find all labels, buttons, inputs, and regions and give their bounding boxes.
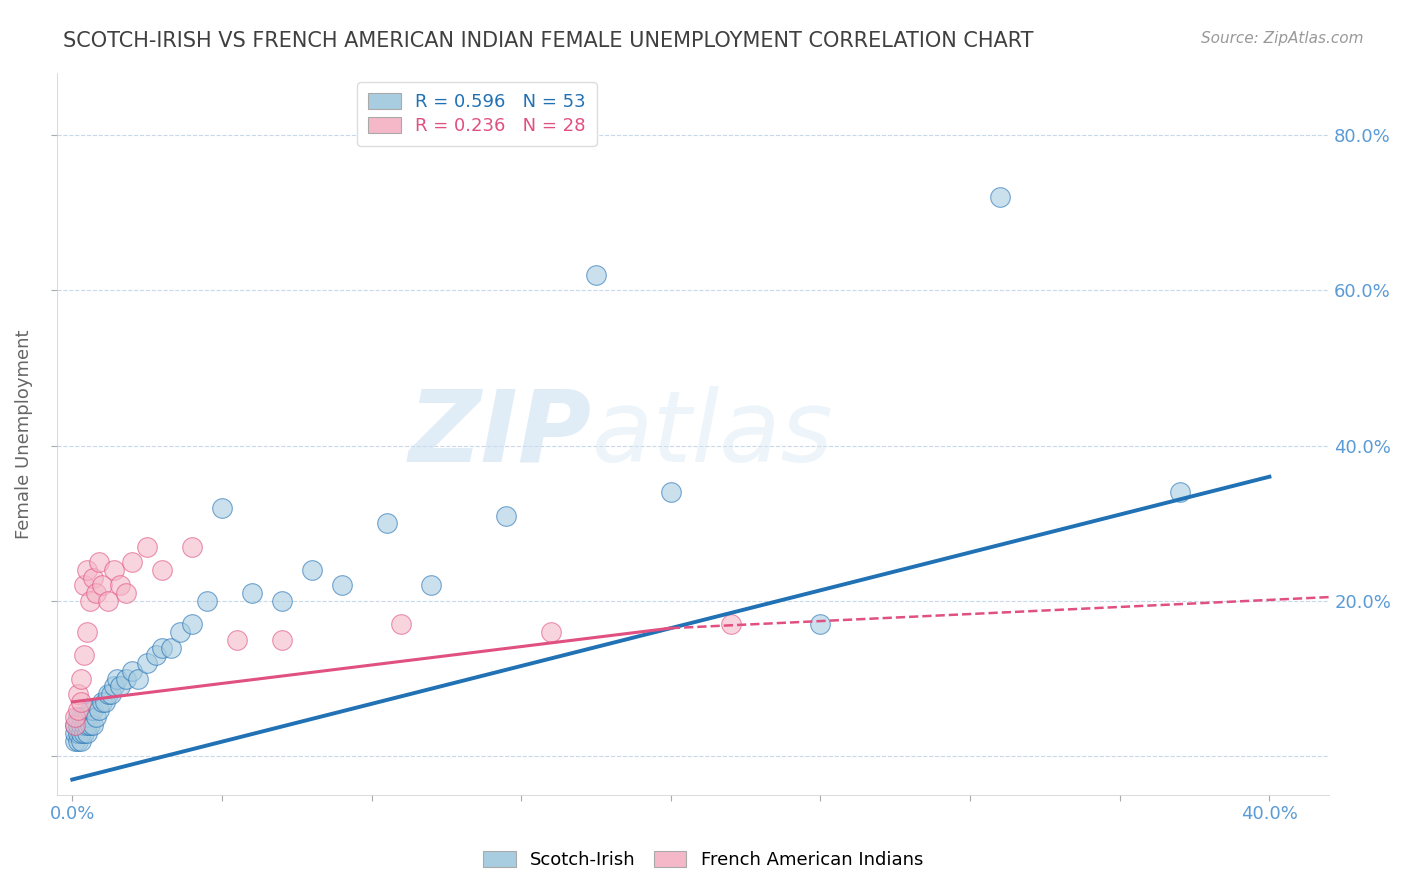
Point xyxy=(76,710,98,724)
Point xyxy=(211,500,233,515)
Point xyxy=(160,640,183,655)
Point xyxy=(330,578,353,592)
Point xyxy=(67,718,90,732)
Point xyxy=(65,718,87,732)
Point xyxy=(150,563,173,577)
Point xyxy=(73,578,96,592)
Point xyxy=(79,594,101,608)
Point xyxy=(225,632,247,647)
Point xyxy=(103,563,125,577)
Point xyxy=(70,733,93,747)
Point xyxy=(270,594,292,608)
Point xyxy=(100,687,122,701)
Point xyxy=(136,656,159,670)
Point xyxy=(73,710,96,724)
Point xyxy=(150,640,173,655)
Point xyxy=(65,718,87,732)
Point xyxy=(79,703,101,717)
Point xyxy=(181,540,204,554)
Point xyxy=(70,718,93,732)
Point xyxy=(70,710,93,724)
Point xyxy=(121,664,143,678)
Point xyxy=(76,726,98,740)
Point xyxy=(65,710,87,724)
Point xyxy=(108,679,131,693)
Point xyxy=(65,733,87,747)
Point xyxy=(121,555,143,569)
Point xyxy=(73,726,96,740)
Legend: R = 0.596   N = 53, R = 0.236   N = 28: R = 0.596 N = 53, R = 0.236 N = 28 xyxy=(357,82,596,145)
Point xyxy=(659,485,682,500)
Point xyxy=(84,586,107,600)
Point xyxy=(391,617,413,632)
Point xyxy=(67,687,90,701)
Point xyxy=(84,710,107,724)
Text: ZIP: ZIP xyxy=(409,385,592,483)
Point xyxy=(73,648,96,663)
Point xyxy=(76,718,98,732)
Point xyxy=(89,703,111,717)
Point xyxy=(115,672,138,686)
Point xyxy=(82,703,104,717)
Point xyxy=(1168,485,1191,500)
Point xyxy=(988,190,1011,204)
Point xyxy=(105,672,128,686)
Point xyxy=(97,687,120,701)
Point xyxy=(145,648,167,663)
Point xyxy=(115,586,138,600)
Point xyxy=(67,733,90,747)
Text: SCOTCH-IRISH VS FRENCH AMERICAN INDIAN FEMALE UNEMPLOYMENT CORRELATION CHART: SCOTCH-IRISH VS FRENCH AMERICAN INDIAN F… xyxy=(63,31,1033,51)
Point xyxy=(495,508,517,523)
Point xyxy=(195,594,218,608)
Point xyxy=(181,617,204,632)
Point xyxy=(540,625,562,640)
Point xyxy=(73,718,96,732)
Point xyxy=(720,617,742,632)
Point xyxy=(82,571,104,585)
Point xyxy=(127,672,149,686)
Point xyxy=(89,555,111,569)
Point xyxy=(301,563,323,577)
Point xyxy=(136,540,159,554)
Text: Source: ZipAtlas.com: Source: ZipAtlas.com xyxy=(1201,31,1364,46)
Point xyxy=(585,268,607,282)
Point xyxy=(67,726,90,740)
Point xyxy=(810,617,832,632)
Point xyxy=(70,726,93,740)
Point xyxy=(67,703,90,717)
Point xyxy=(270,632,292,647)
Text: atlas: atlas xyxy=(592,385,834,483)
Legend: Scotch-Irish, French American Indians: Scotch-Irish, French American Indians xyxy=(474,842,932,879)
Point xyxy=(91,578,114,592)
Point xyxy=(375,516,398,531)
Point xyxy=(67,710,90,724)
Point xyxy=(108,578,131,592)
Point xyxy=(76,563,98,577)
Y-axis label: Female Unemployment: Female Unemployment xyxy=(15,329,32,539)
Point xyxy=(70,695,93,709)
Point xyxy=(94,695,117,709)
Point xyxy=(82,718,104,732)
Point xyxy=(97,594,120,608)
Point xyxy=(79,718,101,732)
Point xyxy=(240,586,263,600)
Point xyxy=(76,625,98,640)
Point xyxy=(103,679,125,693)
Point xyxy=(420,578,443,592)
Point xyxy=(169,625,191,640)
Point xyxy=(91,695,114,709)
Point xyxy=(65,726,87,740)
Point xyxy=(70,672,93,686)
